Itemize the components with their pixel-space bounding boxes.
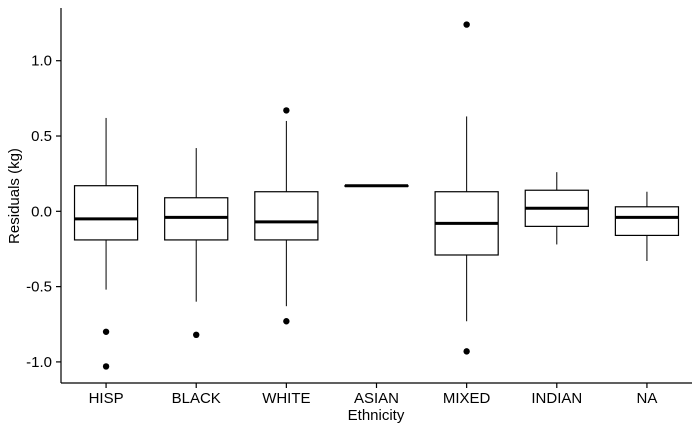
box-asian xyxy=(344,184,409,188)
x-tick-label: WHITE xyxy=(262,390,310,407)
x-axis-title: Ethnicity xyxy=(348,407,405,424)
outlier-point xyxy=(102,328,110,335)
box-indian xyxy=(524,172,589,245)
outlier-point xyxy=(463,21,470,28)
box-black xyxy=(164,148,229,339)
x-tick-label: INDIAN xyxy=(531,390,582,407)
iqr-box xyxy=(73,185,139,241)
y-axis-title: Residuals (kg) xyxy=(6,148,23,244)
x-tick-label: BLACK xyxy=(172,390,221,407)
box-white xyxy=(254,107,319,325)
x-axis-ticks: HISP BLACK WHITE ASIAN MIXED INDIAN NA xyxy=(89,383,658,407)
axes xyxy=(60,8,692,384)
x-tick-label: NA xyxy=(637,390,658,407)
box-mixed xyxy=(434,21,499,355)
outlier-point xyxy=(283,107,290,114)
y-axis-ticks: 1.0 0.5 0.0 -0.5 -1.0 xyxy=(26,53,61,371)
iqr-box xyxy=(164,197,229,241)
outlier-point xyxy=(193,331,200,339)
y-tick-label: 0.0 xyxy=(31,203,52,220)
x-tick-label: HISP xyxy=(89,390,124,407)
outlier-point xyxy=(463,348,470,355)
y-tick-label: -1.0 xyxy=(26,354,52,371)
x-tick-label: MIXED xyxy=(443,390,491,407)
y-tick-label: 0.5 xyxy=(31,128,52,145)
iqr-box xyxy=(614,206,680,237)
outlier-point xyxy=(283,318,290,325)
y-tick-label: -0.5 xyxy=(26,279,52,296)
box-na xyxy=(614,191,680,262)
y-tick-label: 1.0 xyxy=(31,53,52,70)
x-tick-label: ASIAN xyxy=(354,390,399,407)
plot-area xyxy=(73,21,680,370)
iqr-box xyxy=(254,191,319,241)
outlier-point xyxy=(102,363,110,370)
box-hisp xyxy=(73,117,139,370)
